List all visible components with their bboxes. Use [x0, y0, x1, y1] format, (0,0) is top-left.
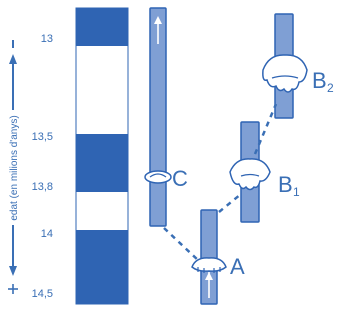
arrow-up-icon	[154, 16, 162, 24]
tooth-icon	[262, 54, 308, 93]
tooth-icon	[191, 257, 227, 272]
connector-c-a	[163, 227, 201, 263]
specimen-label-c: C	[172, 166, 188, 191]
specimen-label-a: A	[230, 254, 245, 279]
lineage-b2: B 2	[262, 13, 334, 119]
arrow-up-icon	[9, 54, 17, 64]
tick-label-13: 13	[41, 33, 53, 45]
tick-labels: 13 13,5 13,8 14 14,5	[32, 33, 53, 300]
strata-column	[75, 7, 129, 305]
stratum-band-1	[76, 8, 128, 46]
connector-a-b1	[218, 193, 242, 213]
tick-label-13-8: 13,8	[32, 181, 53, 193]
tooth-icon	[144, 170, 172, 184]
tick-label-14: 14	[41, 228, 53, 240]
lineage-a: A	[191, 209, 245, 305]
specimen-label-b1: B	[278, 172, 293, 197]
specimen-subscript-b2: 2	[327, 81, 334, 95]
lineage-b1: B 1	[229, 121, 300, 223]
axis-label: edat (en milions d'anys)	[9, 115, 20, 220]
time-axis: edat (en milions d'anys)	[8, 40, 20, 294]
tick-label-13-5: 13,5	[32, 131, 53, 143]
lineage-connectors	[163, 103, 278, 263]
arrow-up-icon	[205, 272, 213, 280]
arrow-down-icon	[9, 266, 17, 276]
tick-label-14-5: 14,5	[32, 288, 53, 300]
stratum-band-5	[76, 230, 128, 304]
stratum-band-3	[76, 134, 128, 192]
specimen-label-b2: B	[312, 68, 327, 93]
specimen-subscript-b1: 1	[293, 185, 300, 199]
lineage-c: C	[144, 7, 188, 227]
